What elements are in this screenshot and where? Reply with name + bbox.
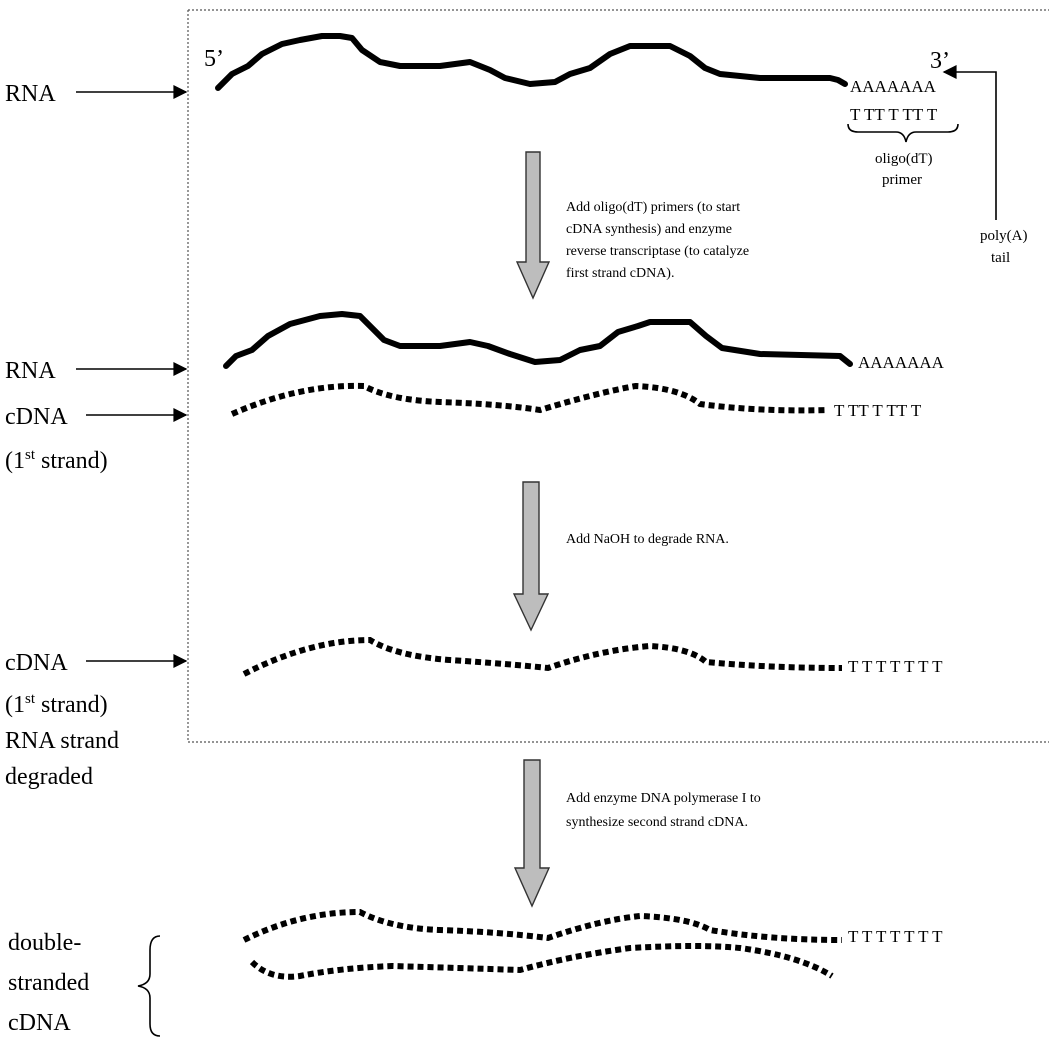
cdna-first-strand-1 xyxy=(230,382,829,417)
cdna-first-strand-2 xyxy=(242,636,843,677)
label-rna-1: RNA xyxy=(5,81,56,107)
label-ds-1: double- xyxy=(8,930,81,956)
oligo-dt-label: oligo(dT) xyxy=(875,151,933,167)
dt-seq-4: T T T T T T T xyxy=(848,927,943,946)
label-cdna-2: cDNA xyxy=(5,650,68,676)
step-3-text: Add enzyme DNA polymerase I to synthesiz… xyxy=(566,791,764,830)
dt-seq-3: T T T T T T T xyxy=(848,657,943,676)
label-ds-3: cDNA xyxy=(8,1010,71,1036)
poly-a-label: poly(A) xyxy=(980,228,1028,244)
reverse-transcription-box xyxy=(187,9,1049,743)
primer-label: primer xyxy=(882,172,922,188)
three-prime-label: 3’ xyxy=(930,48,950,74)
cdna-strand-second xyxy=(249,943,834,980)
label-ds-2: stranded xyxy=(8,970,89,996)
rna-strand-1 xyxy=(215,33,848,91)
cdna-strand-top xyxy=(242,908,843,943)
polyA-tail-seq-1: AAAAAAA xyxy=(850,77,937,96)
five-prime-label: 5’ xyxy=(204,46,224,72)
label-cdna-2-strand: (1st strand) xyxy=(5,691,108,718)
step-arrow-2 xyxy=(512,481,550,632)
step-arrow-1 xyxy=(515,151,551,300)
label-rna-degraded-1: RNA strand xyxy=(5,728,119,754)
double-strand-brace xyxy=(137,935,161,1037)
label-cdna-1-strand: (1st strand) xyxy=(5,447,108,474)
label-rna-degraded-2: degraded xyxy=(5,764,93,790)
step-1-text: Add oligo(dT) primers (to start cDNA syn… xyxy=(566,200,753,281)
poly-a-pointer-arrow xyxy=(942,65,997,220)
oligo-primer-brace xyxy=(847,123,959,143)
label-rna-2: RNA xyxy=(5,358,56,384)
step-arrow-3 xyxy=(513,759,551,908)
polyA-tail-seq-2: AAAAAAA xyxy=(858,353,945,372)
step-2-text: Add NaOH to degrade RNA. xyxy=(566,532,729,547)
tail-label: tail xyxy=(991,250,1010,266)
dt-seq-2: T TT T TT T xyxy=(834,401,922,420)
rna-strand-2 xyxy=(223,311,853,369)
oligo-dt-seq-1: T TT T TT T xyxy=(850,105,938,124)
label-cdna-1: cDNA xyxy=(5,404,68,430)
